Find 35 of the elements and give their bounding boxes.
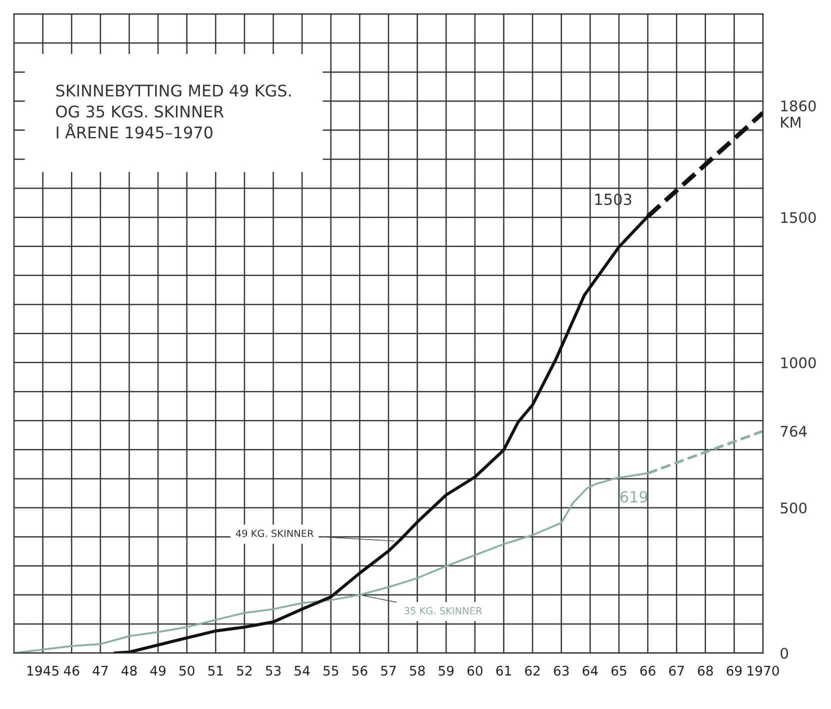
x-tick-label: 51 xyxy=(208,666,223,676)
x-tick-label: 59 xyxy=(438,666,454,676)
x-tick-label: 53 xyxy=(266,666,281,676)
x-tick-label: 69 xyxy=(726,666,742,676)
text: SKINNEBYTTING MED 49 KGS. OG 35 KGS. SKINNER I ÅRENE 1945–1970 xyxy=(56,84,291,138)
y2-tick-label: 764 xyxy=(780,426,807,437)
annotation: 35 KG. SKINNER xyxy=(404,607,482,614)
x-tick-label: 48 xyxy=(121,666,137,676)
x-tick-label: 49 xyxy=(150,666,166,676)
x-tick-label: 58 xyxy=(410,666,425,676)
y-tick-label: 1500 xyxy=(781,212,816,224)
x-tick-label: 60 xyxy=(467,666,482,676)
x-tick-label: 52 xyxy=(237,666,252,676)
x-tick-label: 46 xyxy=(64,666,80,676)
x-tick-label: 47 xyxy=(92,666,108,676)
x-tick-label: 55 xyxy=(324,666,338,676)
y2-tick-label: 1860 KM xyxy=(781,100,816,128)
annotation: 49 KG. SKINNER xyxy=(236,530,314,538)
x-tick-label: 64 xyxy=(582,666,598,676)
x-tick-label: 1945 xyxy=(27,666,58,676)
x-tick-label: 54 xyxy=(294,666,310,676)
x-tick-label: 62 xyxy=(525,666,540,676)
x-tick-label: 63 xyxy=(554,666,569,676)
x-tick-label: 68 xyxy=(698,666,713,676)
x-tick-label: 50 xyxy=(179,666,194,676)
x-tick-label: 61 xyxy=(496,666,511,676)
x-tick-label: 56 xyxy=(352,666,368,676)
x-tick-label: 57 xyxy=(381,666,396,676)
y-tick-label: 500 xyxy=(780,502,807,514)
x-tick-label: 1970 xyxy=(748,666,779,676)
x-tick-label: 65 xyxy=(611,666,626,676)
x-tick-label: 66 xyxy=(640,666,656,676)
x-tick-label: 67 xyxy=(669,666,684,676)
y-tick-label: 1000 xyxy=(781,357,816,368)
y-tick-label: 0 xyxy=(780,648,788,659)
